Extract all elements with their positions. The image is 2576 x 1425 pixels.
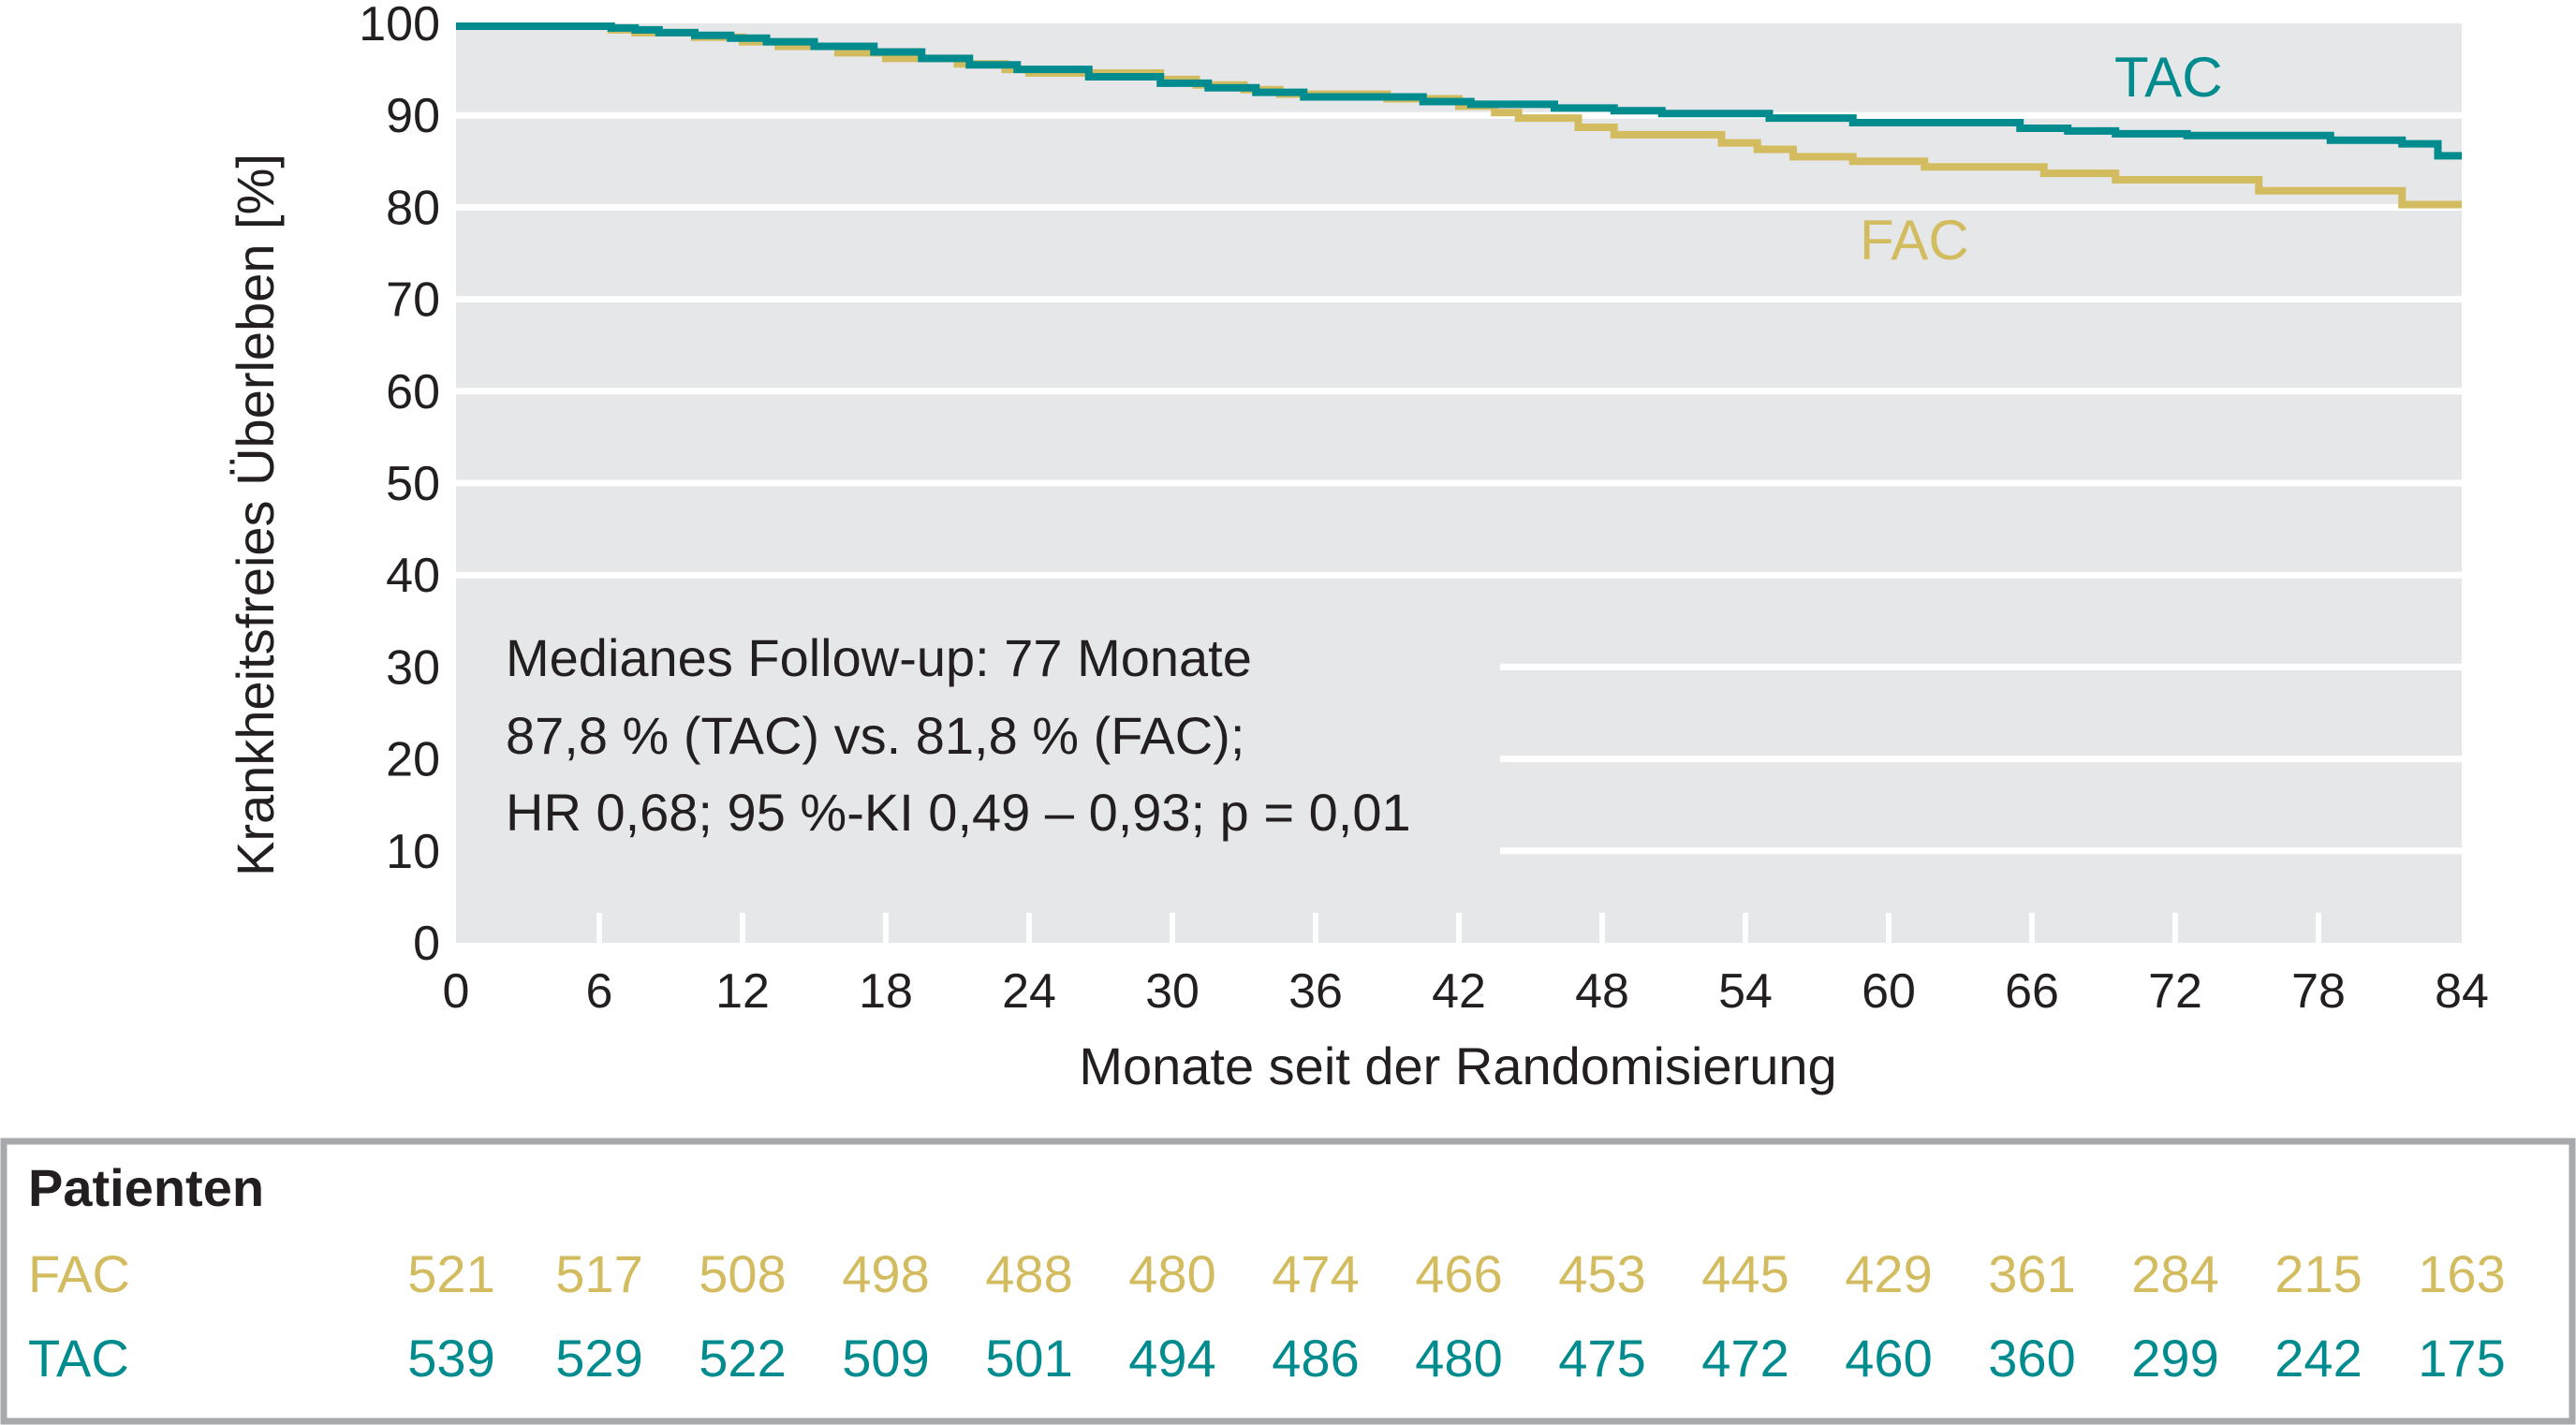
risk-value-tac-0: 539 <box>407 1329 494 1388</box>
x-tick-label-48: 48 <box>1575 964 1629 1019</box>
risk-value-fac-0: 521 <box>407 1244 494 1303</box>
risk-value-fac-18: 498 <box>842 1244 929 1303</box>
risk-value-tac-54: 472 <box>1701 1329 1788 1388</box>
risk-value-tac-78: 242 <box>2274 1329 2362 1388</box>
risk-value-tac-18: 509 <box>842 1329 929 1388</box>
risk-value-tac-42: 480 <box>1415 1329 1502 1388</box>
x-tick-label-30: 30 <box>1145 964 1200 1019</box>
y-tick-labels: 0 10 20 30 40 50 60 70 80 90 100 <box>359 0 440 971</box>
risk-table-border <box>0 1138 2576 1425</box>
risk-value-fac-12: 508 <box>699 1244 786 1303</box>
y-tick-label-40: 40 <box>386 549 440 603</box>
annotation-line-1: Medianes Follow-up: 77 Monate <box>506 628 1252 687</box>
risk-value-fac-6: 517 <box>555 1244 642 1303</box>
x-axis-label: Monate seit der Randomisierung <box>1079 1036 1836 1095</box>
risk-value-tac-24: 501 <box>985 1329 1072 1388</box>
y-tick-label-20: 20 <box>386 733 440 787</box>
x-tick-label-78: 78 <box>2291 964 2346 1019</box>
x-tick-label-6: 6 <box>586 964 613 1019</box>
y-tick-label-50: 50 <box>386 457 440 511</box>
x-tick-label-0: 0 <box>443 964 470 1019</box>
x-tick-label-36: 36 <box>1288 964 1343 1019</box>
risk-table-values: 521 517 508 498 488 480 474 466 453 445 429 361 284 2… <box>407 1244 2505 1388</box>
risk-value-fac-42: 466 <box>1415 1244 1502 1303</box>
series-lines <box>456 22 2462 209</box>
risk-value-fac-30: 480 <box>1128 1244 1215 1303</box>
risk-value-tac-36: 486 <box>1272 1329 1359 1388</box>
series-line-tac <box>456 22 2462 160</box>
risk-value-fac-24: 488 <box>985 1244 1072 1303</box>
risk-row-label-fac: FAC <box>28 1244 130 1303</box>
risk-value-tac-12: 522 <box>699 1329 786 1388</box>
risk-value-tac-66: 360 <box>1988 1329 2075 1388</box>
risk-value-tac-60: 460 <box>1845 1329 1932 1388</box>
risk-value-tac-72: 299 <box>2131 1329 2218 1388</box>
y-tick-label-60: 60 <box>386 365 440 419</box>
y-axis-label: Krankheitsfreies Überleben [%] <box>226 154 285 876</box>
x-tick-label-18: 18 <box>859 964 913 1019</box>
x-tick-label-84: 84 <box>2435 964 2489 1019</box>
risk-value-fac-66: 361 <box>1988 1244 2075 1303</box>
y-tick-label-100: 100 <box>359 0 440 51</box>
risk-value-tac-84: 175 <box>2418 1329 2505 1388</box>
x-tick-marks <box>596 913 2321 943</box>
risk-value-fac-72: 284 <box>2131 1244 2218 1303</box>
gridlines <box>456 111 2462 855</box>
y-tick-label-10: 10 <box>386 825 440 879</box>
y-tick-label-30: 30 <box>386 640 440 695</box>
series-label-tac: TAC <box>2114 46 2223 109</box>
annotation-line-3: HR 0,68; 95 %-KI 0,49 – 0,93; p = 0,01 <box>506 783 1411 842</box>
risk-value-tac-30: 494 <box>1128 1329 1215 1388</box>
risk-table-title: Patienten <box>28 1158 264 1217</box>
annotation-line-2: 87,8 % (TAC) vs. 81,8 % (FAC); <box>506 706 1244 765</box>
y-tick-label-70: 70 <box>386 273 440 328</box>
risk-value-fac-48: 453 <box>1558 1244 1645 1303</box>
risk-row-label-tac: TAC <box>28 1329 129 1388</box>
risk-value-fac-60: 429 <box>1845 1244 1932 1303</box>
y-tick-label-90: 90 <box>386 89 440 143</box>
risk-value-tac-48: 475 <box>1558 1329 1645 1388</box>
x-tick-label-66: 66 <box>2005 964 2059 1019</box>
x-tick-label-42: 42 <box>1432 964 1486 1019</box>
risk-value-fac-54: 445 <box>1701 1244 1788 1303</box>
y-tick-label-0: 0 <box>413 917 440 971</box>
x-tick-label-12: 12 <box>715 964 770 1019</box>
series-label-fac: FAC <box>1860 209 1969 272</box>
risk-value-tac-6: 529 <box>555 1329 642 1388</box>
risk-value-fac-84: 163 <box>2418 1244 2505 1303</box>
x-tick-label-54: 54 <box>1718 964 1773 1019</box>
y-tick-label-80: 80 <box>386 181 440 235</box>
risk-value-fac-78: 215 <box>2274 1244 2362 1303</box>
x-tick-label-24: 24 <box>1002 964 1056 1019</box>
x-tick-label-72: 72 <box>2148 964 2202 1019</box>
x-tick-labels: 0 6 12 18 24 30 36 42 48 54 60 66 72 78 84 <box>443 964 2489 1019</box>
x-tick-label-60: 60 <box>1862 964 1916 1019</box>
risk-value-fac-36: 474 <box>1272 1244 1359 1303</box>
